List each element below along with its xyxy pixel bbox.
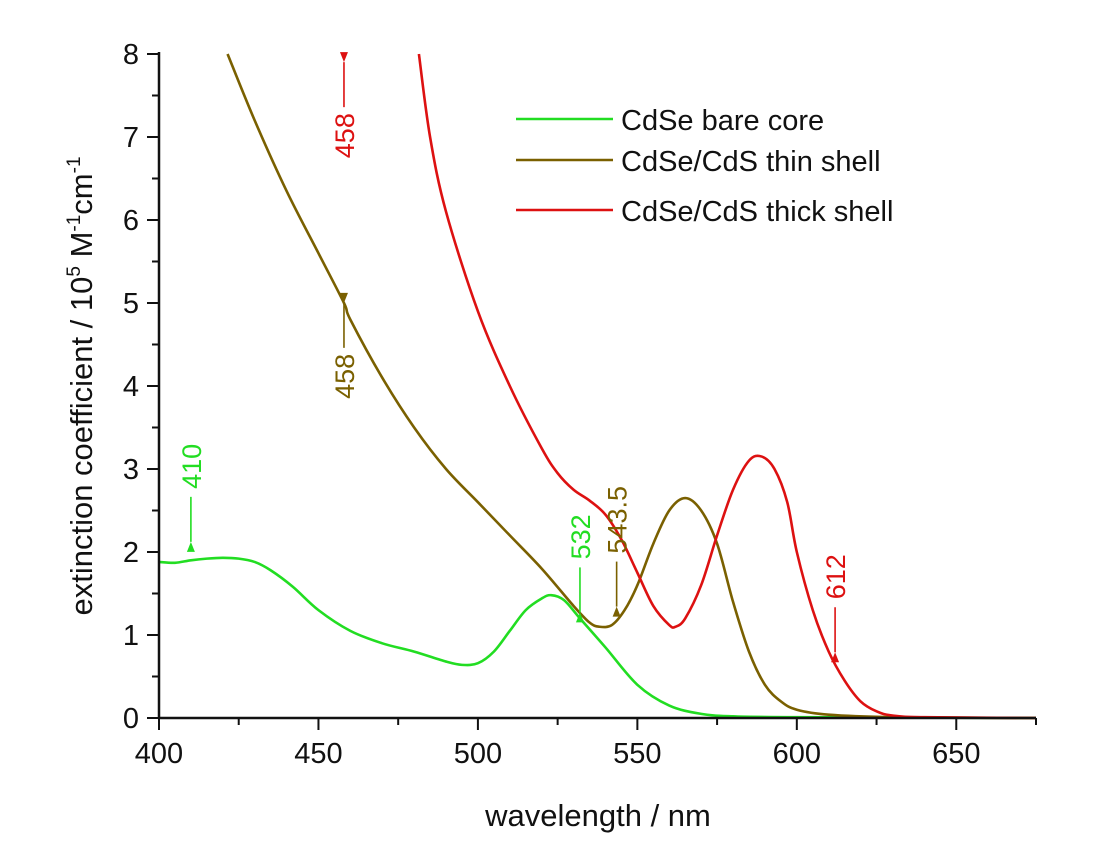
y-tick-label: 8 xyxy=(123,39,139,71)
arrowhead-icon xyxy=(612,606,621,617)
x-axis-title: wavelength / nm xyxy=(484,798,711,833)
series-line-2 xyxy=(417,53,1037,720)
annotation-label: 458 xyxy=(330,113,360,158)
legend: CdSe bare core CdSe/CdS thin shell CdSe/Cd… xyxy=(516,105,893,228)
y-tick-label: 1 xyxy=(123,620,139,652)
arrowhead-icon xyxy=(831,652,840,663)
legend-label-1: CdSe/CdS thin shell xyxy=(621,146,881,178)
series-line-0 xyxy=(158,556,1037,720)
plot-area: 410 458 458 532 543.5 612 xyxy=(158,52,1037,720)
annotation-label: 410 xyxy=(177,444,207,489)
y-axis-title: extinction coefficient / 105 M-1cm-1 xyxy=(64,156,99,615)
arrowhead-icon xyxy=(339,292,348,303)
axes: 400 450 500 550 600 650 0 1 2 3 4 5 6 7 8 xyxy=(123,39,1037,770)
arrowhead-icon xyxy=(575,612,584,623)
arrowhead-icon xyxy=(186,541,195,552)
annotation-label: 532 xyxy=(566,514,596,559)
x-tick-label: 450 xyxy=(294,738,342,770)
annotation-label: 458 xyxy=(330,354,360,399)
x-tick-label: 400 xyxy=(135,738,183,770)
y-tick-label: 2 xyxy=(123,537,139,569)
annotation-1: 458 xyxy=(330,292,360,399)
annotation-0: 410 xyxy=(177,444,207,552)
y-tick-label: 5 xyxy=(123,288,139,320)
legend-label-2: CdSe/CdS thick shell xyxy=(621,196,893,228)
x-tick-label: 650 xyxy=(932,738,980,770)
annotation-2: 458 xyxy=(330,52,360,158)
x-tick-label: 550 xyxy=(613,738,661,770)
y-tick-label: 0 xyxy=(123,703,139,735)
y-tick-label: 3 xyxy=(123,454,139,486)
annotation-label: 612 xyxy=(821,554,851,599)
annotation-label: 543.5 xyxy=(603,486,633,554)
arrowhead-icon xyxy=(339,52,348,63)
x-tick-label: 600 xyxy=(773,738,821,770)
annotation-4: 543.5 xyxy=(603,486,633,617)
annotation-5: 612 xyxy=(821,554,851,663)
annotation-3: 532 xyxy=(566,514,596,623)
legend-label-0: CdSe bare core xyxy=(621,105,824,137)
series-line-1 xyxy=(226,53,1037,720)
y-tick-label: 6 xyxy=(123,205,139,237)
y-tick-label: 7 xyxy=(123,122,139,154)
y-tick-label: 4 xyxy=(123,371,139,403)
x-tick-label: 500 xyxy=(454,738,502,770)
